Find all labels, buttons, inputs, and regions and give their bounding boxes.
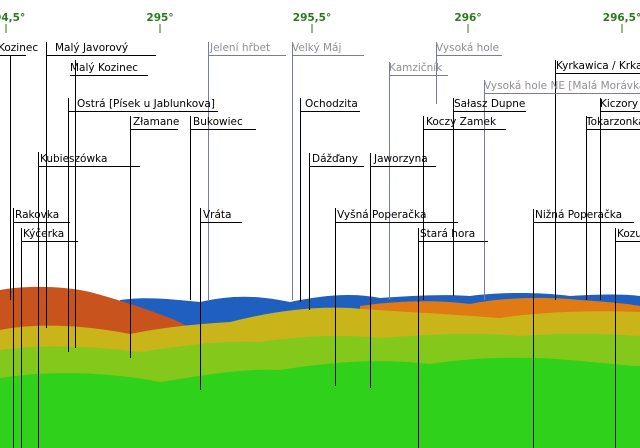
peak-label[interactable]: Malý Javorový [55,42,128,54]
peak-label[interactable]: Vyšná Poperačka [337,209,426,221]
axis-tick-label: 294,5° [0,12,25,24]
peak-label[interactable]: Kozubová [617,228,640,240]
axis-tick-label: 296,5° [603,12,640,24]
peak-label[interactable]: Ochodzita [305,98,358,110]
peak-label[interactable]: Vysoká hole NE [Malá Morávka] [484,80,640,92]
peak-label[interactable]: Malý Kozinec [70,62,138,74]
axis-tick-label: 295° [146,12,173,24]
peak-label[interactable]: Ostrá [Písek u Jablunkova] [77,98,215,110]
peak-label[interactable]: Stará hora [420,228,475,240]
peak-label[interactable]: Vráta [203,209,232,221]
peak-label[interactable]: Kiczory [600,98,638,110]
peak-label[interactable]: Vysoká hole [436,42,499,54]
peak-label[interactable]: Bukowiec [193,116,243,128]
bearing-axis: 294,5° 295° 295,5° 296° 296,5° [0,12,640,33]
peak-leaders [0,42,640,448]
peak-label[interactable]: Koczy Zamek [426,116,497,128]
peak-label[interactable]: Jaworzyna [373,153,428,165]
peak-label[interactable]: Kyrkawica / Krkavice [556,60,640,72]
peak-label[interactable]: Kozinec [0,42,38,54]
axis-tick-label: 295,5° [293,12,331,24]
peak-label[interactable]: Złamane [133,116,179,128]
peak-label[interactable]: Kubieszówka [40,153,107,165]
peak-label[interactable]: Rakovka [15,209,59,221]
peak-label[interactable]: Kamzičník [389,62,443,74]
axis-tick-label: 296° [454,12,481,24]
terrain [0,286,640,448]
terrain-near-green [0,357,640,448]
peak-label[interactable]: Kýčerka [23,228,64,240]
peak-label[interactable]: Velký Máj [292,42,341,54]
peak-label[interactable]: Dážďany [312,153,358,165]
peak-label[interactable]: Jelení hřbet [209,42,270,54]
peak-label[interactable]: Tokarzonka [585,116,640,128]
peak-label[interactable]: Nižná Poperačka [535,209,622,221]
peak-labels: Kozinec Malý Javorový Malý Kozinec Jelení h… [0,42,640,240]
peak-label[interactable]: Sałasz Dupne [454,98,525,110]
